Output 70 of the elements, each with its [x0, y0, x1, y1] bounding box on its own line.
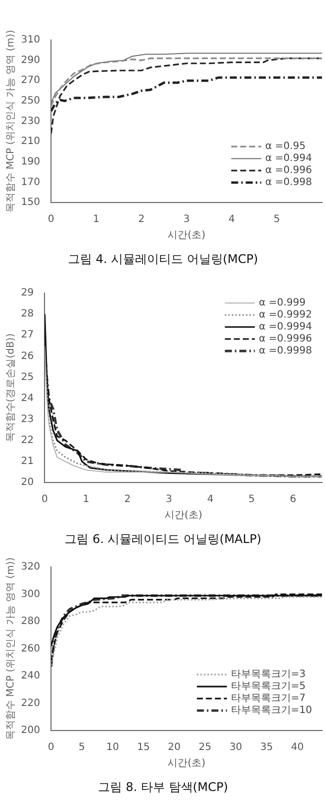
y-tick-label: 200	[20, 725, 40, 736]
y-tick-label: 190	[20, 156, 40, 168]
x-tick-label: 3	[183, 214, 190, 226]
y-tick-label: 27	[20, 330, 34, 341]
legend-label: α =0.999	[258, 298, 306, 309]
y-axis-title: 목적함수 MCP (위치인식 가능 영역 (m))	[6, 557, 17, 740]
legend-label: 타부목록크기=10	[230, 705, 312, 716]
y-tick-label: 280	[20, 616, 40, 628]
x-tick-label: 25	[198, 742, 212, 754]
y-tick-label: 26	[20, 350, 34, 362]
x-tick-label: 40	[291, 742, 304, 754]
text: 그림 6. 시뮬레이티드 어닐링(MALP)	[64, 532, 262, 546]
x-tick-label: 0	[48, 742, 54, 754]
x-tick-label: 35	[260, 742, 273, 754]
x-tick-label: 5	[78, 742, 86, 754]
y-tick-label: 20	[20, 477, 34, 488]
legend-label: α =0.9992	[258, 310, 312, 321]
text: 그림 8. 타부 탐색(MCP)	[98, 780, 228, 794]
y-tick-label: 22	[20, 435, 34, 446]
legend-label: α =0.998	[265, 177, 312, 188]
x-tick-label: 10	[106, 742, 120, 754]
y-axis-title: 목적함수(경로손실(dB))	[6, 333, 17, 442]
legend-label: 타부목록크기=7	[230, 693, 306, 704]
x-tick-label: 15	[137, 742, 150, 754]
y-tick-label: 28	[20, 308, 34, 320]
x-tick-label: 5	[274, 214, 280, 226]
y-tick-label: 150	[20, 197, 40, 208]
x-tick-label: 4	[207, 494, 214, 506]
y-tick-label: 260	[20, 643, 40, 654]
y-tick-label: 23	[20, 414, 34, 425]
y-tick-label: 170	[20, 176, 40, 188]
y-tick-label: 320	[20, 562, 40, 573]
x-tick-label: 30	[229, 742, 242, 754]
legend-label: 타부목록크기=3	[230, 669, 306, 680]
y-tick-label: 29	[20, 288, 34, 299]
x-tick-label: 3	[166, 494, 172, 506]
x-tick-label: 5	[248, 494, 255, 506]
y-axis-title: 목적함수 MCP (위치인식 가능 영역 (m))	[6, 30, 17, 213]
y-tick-label: 300	[20, 588, 40, 600]
legend-label: α =0.95	[265, 141, 306, 152]
y-tick-label: 290	[20, 54, 40, 66]
y-tick-label: 210	[20, 136, 40, 148]
y-tick-label: 310	[20, 34, 40, 46]
y-tick-label: 240	[20, 670, 40, 682]
x-tick-label: 20	[168, 742, 181, 754]
x-axis-title: 시간(초)	[168, 758, 206, 770]
legend-label: α =0.994	[265, 153, 312, 164]
y-tick-label: 250	[20, 96, 40, 107]
x-tick-label: 0	[48, 214, 54, 226]
legend-label: α =0.9994	[258, 322, 312, 333]
x-axis-title: 시간(초)	[168, 230, 206, 242]
y-tick-label: 21	[20, 456, 34, 468]
legend-label: α =0.9996	[258, 334, 312, 345]
x-tick-label: 2	[124, 494, 131, 506]
x-tick-label: 2	[138, 214, 145, 226]
y-tick-label: 230	[20, 116, 40, 127]
x-tick-label: 6	[290, 494, 296, 506]
x-tick-label: 4	[228, 214, 235, 226]
x-tick-label: 1	[82, 494, 90, 506]
x-tick-label: 1	[93, 214, 100, 226]
legend-label: α =0.996	[265, 165, 312, 176]
legend-label: 타부목록크기=5	[230, 681, 306, 692]
y-tick-label: 25	[20, 372, 34, 383]
y-tick-label: 220	[20, 698, 40, 709]
y-tick-label: 24	[20, 392, 34, 404]
y-tick-label: 270	[20, 75, 40, 86]
x-tick-label: 0	[42, 494, 48, 506]
x-axis-title: 시간(초)	[164, 510, 202, 522]
legend-label: α =0.9998	[258, 346, 312, 357]
text: 그림 4. 시뮬레이티드 어닐링(MCP)	[68, 252, 258, 266]
